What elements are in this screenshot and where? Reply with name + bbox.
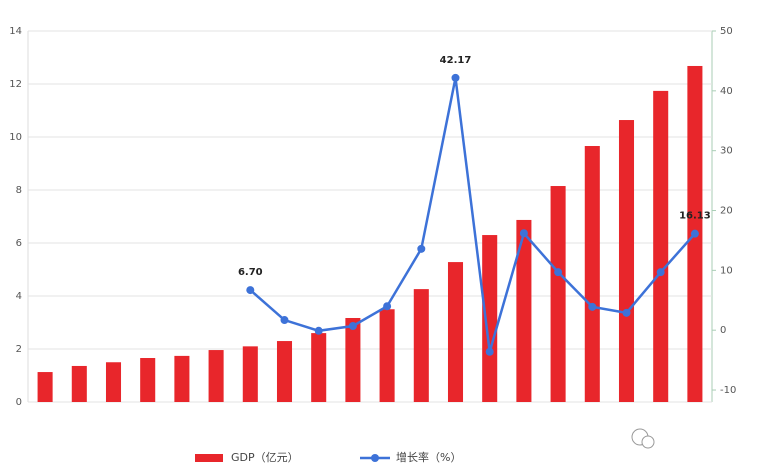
bar: [345, 317, 361, 402]
y-tick-label: 12: [9, 79, 22, 90]
y2-tick-label: 20: [720, 206, 733, 217]
line: [249, 77, 696, 353]
line-point: [554, 268, 563, 277]
data-label: 6.70: [238, 267, 263, 278]
line-point: [280, 316, 289, 325]
y2-tick-label: 50: [720, 26, 733, 37]
legend-label: GDP（亿元）: [231, 451, 299, 464]
bar: [208, 350, 224, 402]
legend-swatch: [195, 454, 223, 462]
bar: [584, 146, 600, 402]
bar: [140, 358, 156, 402]
y-tick-label: 6: [16, 238, 22, 249]
line-point: [622, 308, 631, 317]
line-point: [690, 229, 699, 238]
line-point: [588, 302, 597, 311]
y-tick-label: 8: [16, 185, 22, 196]
y2-tick-label: 0: [720, 325, 726, 336]
line-point: [519, 229, 528, 238]
bar: [516, 219, 532, 402]
bar: [311, 333, 327, 402]
bar: [276, 341, 293, 402]
line-point: [348, 322, 357, 331]
y2-tick-label: 30: [720, 146, 733, 157]
data-label: 42.17: [440, 55, 472, 66]
data-label: 16.13: [679, 211, 711, 222]
line-point: [656, 268, 665, 277]
bar: [71, 365, 87, 402]
legend-label: 增长率（%）: [396, 450, 461, 464]
line-point: [246, 286, 255, 295]
bar: [242, 346, 258, 402]
bar: [174, 355, 190, 402]
y2-tick-label: 40: [720, 86, 733, 97]
bar: [482, 235, 498, 402]
bar: [37, 372, 53, 402]
bar: [413, 289, 429, 402]
y2-tick-label: 10: [720, 265, 733, 276]
bar: [447, 262, 464, 402]
legend-swatch: [371, 454, 379, 462]
bar: [653, 90, 669, 402]
y-tick-label: 0: [16, 397, 22, 408]
y-tick-label: 10: [9, 132, 22, 143]
line-point: [485, 347, 494, 356]
line-point: [451, 73, 460, 82]
bar: [105, 362, 122, 402]
line-point: [417, 244, 426, 253]
y-tick-label: 14: [9, 26, 22, 37]
line-point: [383, 302, 392, 311]
y-tick-label: 2: [16, 344, 22, 355]
bar: [618, 120, 635, 402]
line-point: [314, 326, 323, 335]
bar: [550, 186, 566, 402]
y-tick-label: 4: [16, 291, 22, 302]
bar: [379, 309, 395, 402]
y2-tick-label: -10: [720, 385, 736, 396]
watermark-icon: [631, 428, 655, 449]
